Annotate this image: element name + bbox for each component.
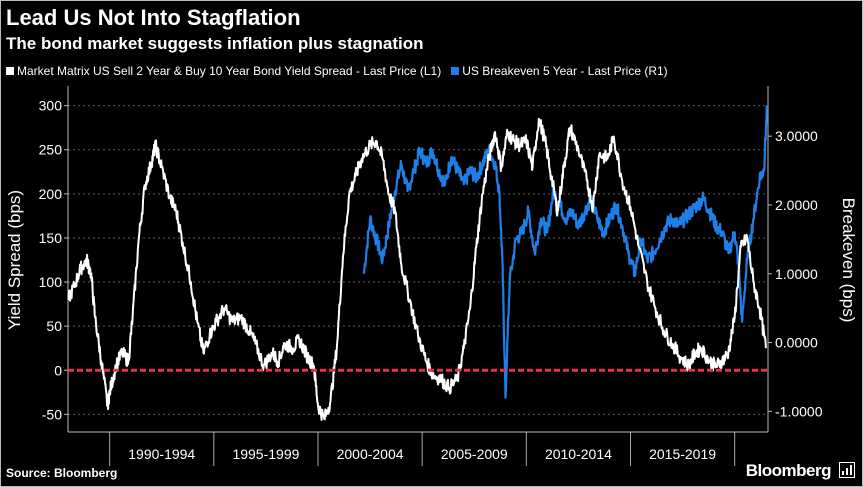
- left-tick-label: -50: [42, 406, 62, 422]
- left-tick-label: 100: [39, 274, 63, 290]
- right-axis-title: Breakeven (bps): [839, 198, 858, 323]
- series-line-yield-spread: [67, 117, 767, 421]
- right-tick-label: -1.0000: [775, 403, 823, 419]
- left-tick-label: 0: [54, 362, 62, 378]
- legend: Market Matrix US Sell 2 Year & Buy 10 Ye…: [6, 64, 678, 78]
- right-tick-label: 2.0000: [775, 197, 818, 213]
- x-tick-label: 2000-2004: [337, 446, 404, 462]
- left-tick-label: 250: [39, 142, 63, 158]
- chart-title: Lead Us Not Into Stagflation: [6, 5, 301, 30]
- bloomberg-logo: Bloomberg: [745, 461, 832, 480]
- right-tick-label: 0.0000: [775, 335, 818, 351]
- source-note: Source: Bloomberg: [6, 466, 118, 480]
- left-axis-title: Yield Spread (bps): [5, 190, 24, 330]
- left-tick-label: 300: [39, 98, 63, 114]
- x-tick-label: 1990-1994: [128, 446, 195, 462]
- bloomberg-terminal-icon: [839, 462, 855, 478]
- x-tick-label: 1995-1999: [232, 446, 299, 462]
- x-tick-label: 2005-2009: [441, 446, 508, 462]
- right-tick-label: 1.0000: [775, 266, 818, 282]
- right-tick-label: 3.0000: [775, 128, 818, 144]
- chart-subtitle: The bond market suggests inflation plus …: [6, 34, 424, 53]
- left-tick-label: 50: [46, 318, 62, 334]
- legend-swatch-blue: [451, 67, 460, 75]
- legend-entry-breakeven: US Breakeven 5 Year - Last Price (R1): [451, 64, 668, 78]
- x-tick-label: 2010-2014: [545, 446, 612, 462]
- legend-swatch-white: [6, 67, 14, 75]
- left-tick-label: 200: [39, 186, 63, 202]
- left-tick-label: 150: [39, 230, 63, 246]
- x-tick-label: 2015-2019: [649, 446, 716, 462]
- series-line-breakeven: [362, 105, 769, 399]
- legend-label-yield-spread: Market Matrix US Sell 2 Year & Buy 10 Ye…: [17, 64, 442, 78]
- legend-label-breakeven: US Breakeven 5 Year - Last Price (R1): [462, 64, 668, 78]
- legend-entry-yield-spread: Market Matrix US Sell 2 Year & Buy 10 Ye…: [6, 64, 441, 78]
